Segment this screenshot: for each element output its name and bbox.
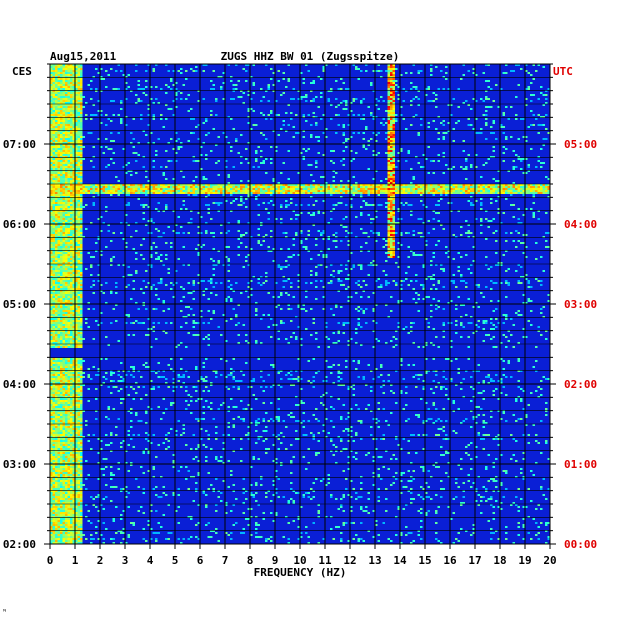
x-tick-label: 9 xyxy=(272,554,279,567)
right-tick-label: 01:00 xyxy=(564,458,597,471)
right-tick-label: 00:00 xyxy=(564,538,597,551)
right-tick-label: 04:00 xyxy=(564,218,597,231)
left-tick-label: 04:00 xyxy=(3,378,36,391)
x-tick-label: 13 xyxy=(368,554,381,567)
x-tick-label: 19 xyxy=(518,554,531,567)
x-tick-label: 16 xyxy=(443,554,457,567)
x-tick-label: 7 xyxy=(222,554,229,567)
date-label: Aug15,2011 xyxy=(50,50,117,63)
x-tick-label: 2 xyxy=(97,554,104,567)
right-tick-label: 03:00 xyxy=(564,298,597,311)
grid-lines xyxy=(49,63,551,545)
left-tick-label: 02:00 xyxy=(3,538,36,551)
left-tick-label: 07:00 xyxy=(3,138,36,151)
chart-title: ZUGS HHZ BW 01 (Zugsspitze) xyxy=(221,50,400,63)
x-tick-label: 1 xyxy=(72,554,79,567)
right-tick-label: 05:00 xyxy=(564,138,597,151)
x-tick-label: 14 xyxy=(393,554,407,567)
x-tick-label: 15 xyxy=(418,554,431,567)
right-tick-label: 02:00 xyxy=(564,378,597,391)
x-tick-label: 4 xyxy=(147,554,154,567)
x-axis-label: FREQUENCY (HZ) xyxy=(254,566,347,579)
x-tick-label: 20 xyxy=(543,554,556,567)
x-tick-label: 3 xyxy=(122,554,129,567)
x-tick-label: 11 xyxy=(318,554,332,567)
footer-mark: ᴺ xyxy=(3,608,6,616)
x-tick-label: 12 xyxy=(343,554,356,567)
x-tick-label: 17 xyxy=(468,554,481,567)
x-tick-label: 5 xyxy=(172,554,179,567)
x-tick-label: 10 xyxy=(293,554,306,567)
left-tick-label: 06:00 xyxy=(3,218,36,231)
x-tick-label: 8 xyxy=(247,554,254,567)
left-tick-label: 05:00 xyxy=(3,298,36,311)
left-timezone-label: CES xyxy=(12,65,32,78)
right-timezone-label: UTC xyxy=(553,65,573,78)
x-tick-label: 6 xyxy=(197,554,204,567)
spectrogram-cells xyxy=(50,64,550,544)
x-tick-label: 0 xyxy=(47,554,54,567)
left-tick-label: 03:00 xyxy=(3,458,36,471)
x-tick-label: 18 xyxy=(493,554,506,567)
